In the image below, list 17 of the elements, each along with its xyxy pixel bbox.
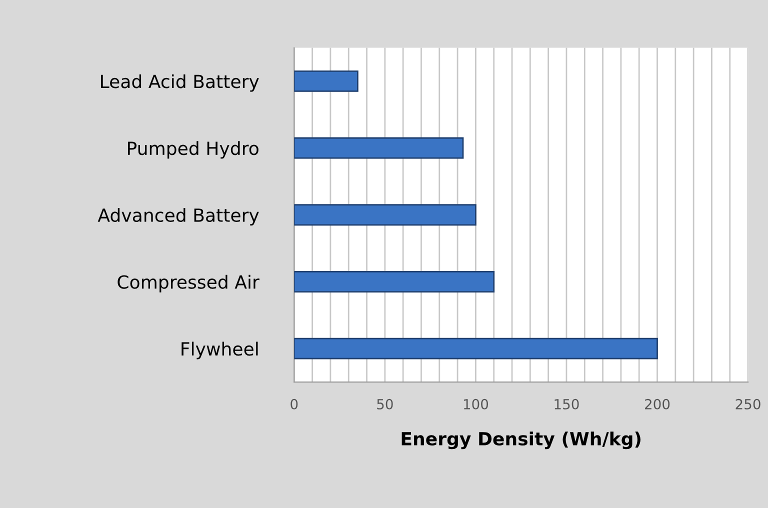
y-tick-label: Flywheel xyxy=(182,342,258,360)
y-tick-label: Advanced Battery xyxy=(98,208,259,226)
y-tick-label: Pumped Hydro xyxy=(128,141,258,159)
x-tick-label: 250 xyxy=(736,398,760,410)
y-tick-label: Lead Acid Battery xyxy=(101,74,259,92)
x-axis-title: Energy Density (Wh/kg) xyxy=(402,432,640,450)
x-tick-label: 150 xyxy=(554,398,579,410)
y-tick-label: Compressed Air xyxy=(118,274,260,292)
bar xyxy=(294,271,495,292)
x-tick-label: 0 xyxy=(290,398,298,410)
bar xyxy=(294,338,658,360)
x-tick-label: 100 xyxy=(464,398,488,410)
bar xyxy=(294,137,464,159)
bar xyxy=(294,70,358,92)
x-tick-label: 200 xyxy=(645,398,670,410)
x-tick-label: 50 xyxy=(377,398,393,410)
bar xyxy=(294,204,476,226)
